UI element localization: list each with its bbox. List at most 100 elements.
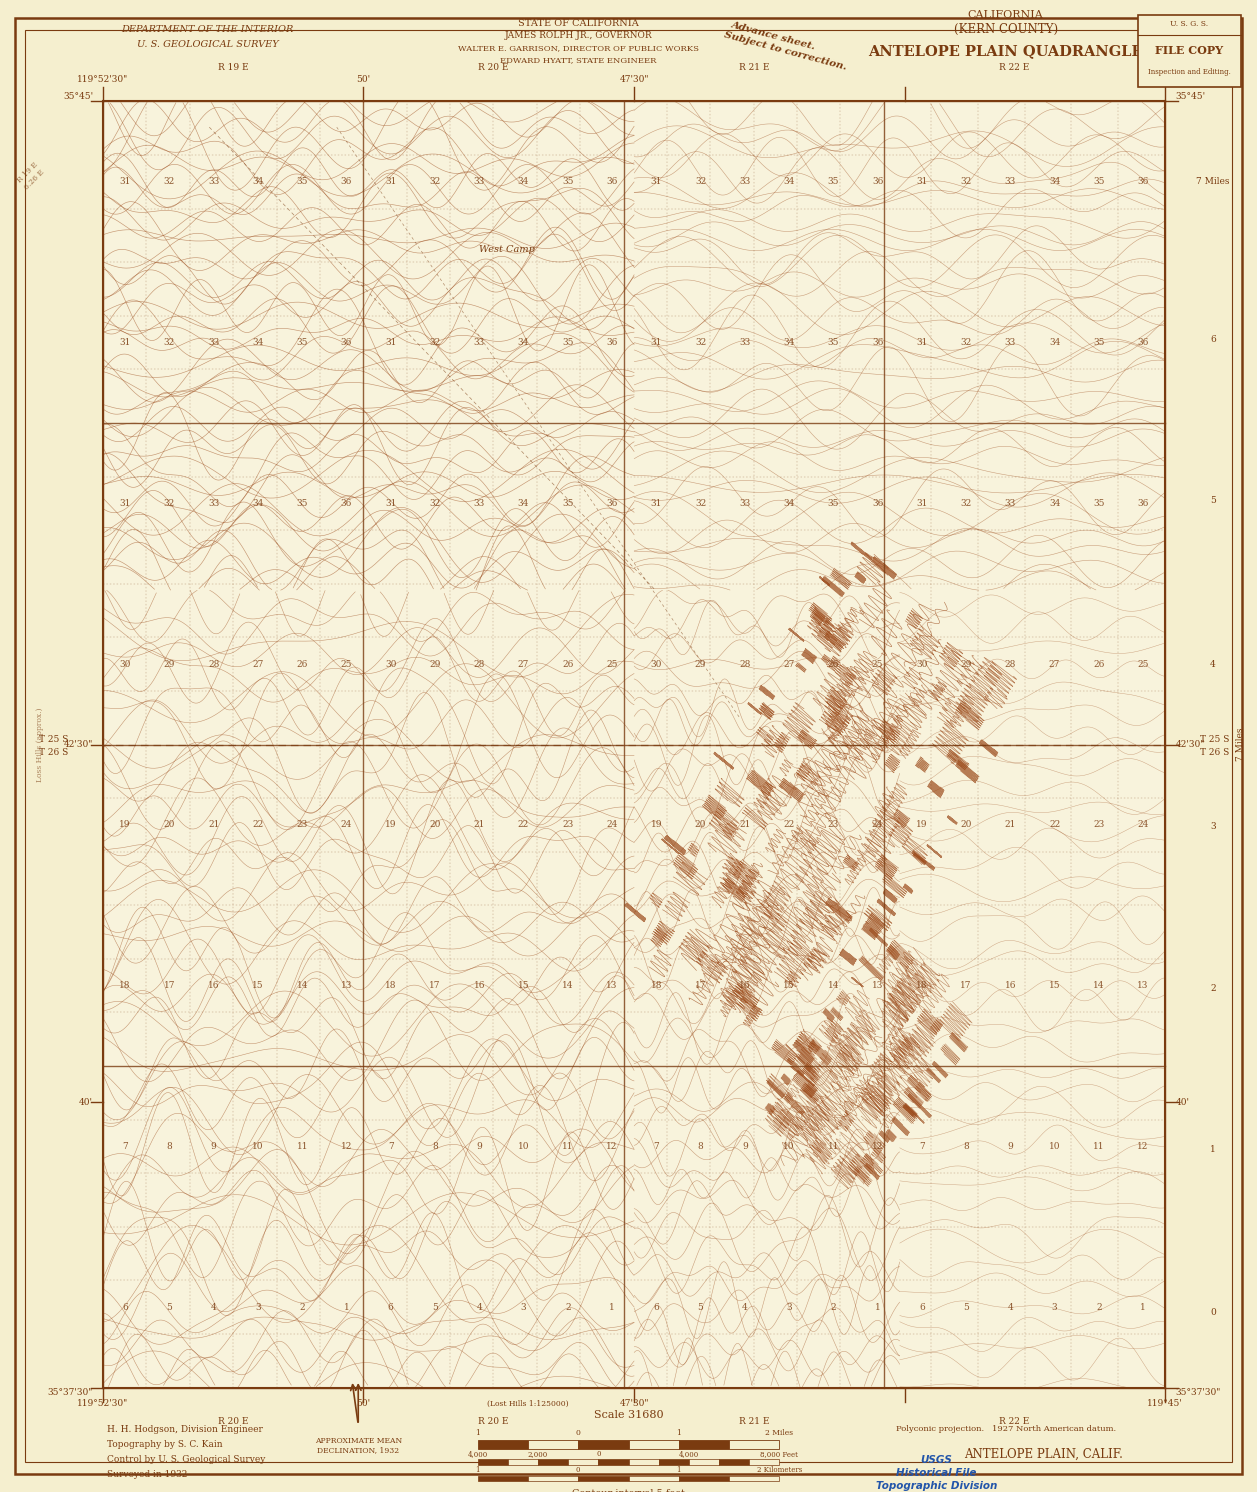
Text: 3: 3 [1210, 822, 1216, 831]
Text: 9: 9 [742, 1141, 748, 1150]
Text: 36: 36 [1138, 178, 1149, 186]
Text: 33: 33 [1004, 498, 1016, 507]
Text: 119°52'30": 119°52'30" [78, 1399, 128, 1408]
Text: 4: 4 [476, 1303, 483, 1311]
Text: 31: 31 [916, 178, 928, 186]
Text: 34: 34 [1048, 498, 1061, 507]
Text: 35°45': 35°45' [63, 93, 93, 101]
Text: 35: 35 [562, 339, 573, 348]
Text: (Lost Hills 1:125000): (Lost Hills 1:125000) [488, 1399, 568, 1407]
Text: R 21 E: R 21 E [739, 1417, 769, 1426]
Text: WALTER E. GARRISON, DIRECTOR OF PUBLIC WORKS: WALTER E. GARRISON, DIRECTOR OF PUBLIC W… [458, 43, 699, 52]
Text: 4: 4 [211, 1303, 216, 1311]
Text: 11: 11 [297, 1141, 308, 1150]
Text: STATE OF CALIFORNIA: STATE OF CALIFORNIA [518, 19, 639, 28]
Text: 2: 2 [564, 1303, 571, 1311]
Text: Polyconic projection.   1927 North American datum.: Polyconic projection. 1927 North America… [895, 1425, 1116, 1434]
Text: 17: 17 [163, 982, 175, 991]
Text: 17: 17 [695, 982, 706, 991]
Text: ANTELOPE PLAIN QUADRANGLE: ANTELOPE PLAIN QUADRANGLE [869, 43, 1143, 58]
Text: 33: 33 [739, 498, 750, 507]
Text: 11: 11 [1094, 1141, 1105, 1150]
Text: 35: 35 [297, 178, 308, 186]
Text: 31: 31 [385, 339, 396, 348]
Text: 4: 4 [742, 1303, 748, 1311]
Text: 16: 16 [739, 982, 750, 991]
Text: 119°45': 119°45' [1148, 75, 1183, 84]
Text: 50': 50' [356, 1399, 371, 1408]
Text: 34: 34 [1048, 178, 1061, 186]
Text: 35: 35 [827, 498, 840, 507]
Bar [578, 1440, 628, 1449]
Text: 14: 14 [562, 982, 573, 991]
Text: 17: 17 [429, 982, 441, 991]
Text: 32: 32 [695, 339, 706, 348]
Bar [528, 1476, 578, 1482]
Text: 13: 13 [872, 982, 884, 991]
Text: 34: 34 [253, 498, 264, 507]
Text: 18: 18 [916, 982, 928, 991]
Text: 47'30": 47'30" [620, 75, 649, 84]
Text: 33: 33 [474, 498, 485, 507]
Text: 21: 21 [207, 821, 220, 830]
Bar [568, 1459, 598, 1465]
Text: 31: 31 [385, 498, 396, 507]
Text: 30: 30 [916, 659, 928, 668]
Text: 7: 7 [388, 1141, 393, 1150]
Text: 21: 21 [739, 821, 750, 830]
Text: 15: 15 [783, 982, 794, 991]
Bar [659, 1459, 689, 1465]
Text: 35: 35 [827, 339, 840, 348]
Text: Control by U. S. Geological Survey: Control by U. S. Geological Survey [107, 1455, 265, 1464]
Text: R 19 E
6.26 E: R 19 E 6.26 E [16, 161, 47, 191]
Text: 35°45': 35°45' [1175, 93, 1205, 101]
Text: 34: 34 [253, 178, 264, 186]
Text: H. H. Hodgson, Division Engineer: H. H. Hodgson, Division Engineer [107, 1425, 263, 1434]
Text: 20: 20 [960, 821, 972, 830]
Text: 8: 8 [963, 1141, 969, 1150]
Text: 32: 32 [430, 178, 441, 186]
Text: 0: 0 [596, 1450, 601, 1458]
Text: 20: 20 [695, 821, 706, 830]
Text: 31: 31 [651, 498, 662, 507]
Text: 35: 35 [297, 498, 308, 507]
Text: 31: 31 [651, 178, 662, 186]
Text: 36: 36 [872, 339, 884, 348]
Text: 18: 18 [385, 982, 396, 991]
Text: 35: 35 [562, 178, 573, 186]
Text: 33: 33 [739, 178, 750, 186]
Text: 28: 28 [474, 659, 485, 668]
Text: R 19 E: R 19 E [219, 63, 249, 72]
Text: 1: 1 [343, 1303, 349, 1311]
Text: 35: 35 [562, 498, 573, 507]
Text: 8: 8 [167, 1141, 172, 1150]
Text: 42'30": 42'30" [64, 740, 93, 749]
Text: 16: 16 [474, 982, 485, 991]
Text: T 25 S: T 25 S [39, 736, 68, 745]
Text: 5: 5 [432, 1303, 437, 1311]
Text: 25: 25 [606, 659, 617, 668]
Text: 119°52'30": 119°52'30" [78, 75, 128, 84]
Text: 36: 36 [606, 178, 617, 186]
Text: U. S. GEOLOGICAL SURVEY: U. S. GEOLOGICAL SURVEY [137, 40, 278, 49]
Text: EDWARD HYATT, STATE ENGINEER: EDWARD HYATT, STATE ENGINEER [500, 55, 656, 64]
Text: 36: 36 [1138, 498, 1149, 507]
Text: Advance sheet.: Advance sheet. [730, 21, 816, 51]
Bar [103, 101, 1165, 1388]
Text: 6: 6 [919, 1303, 925, 1311]
Text: 7 Miles: 7 Miles [1197, 176, 1229, 185]
Bar [628, 1459, 659, 1465]
Text: 23: 23 [827, 821, 838, 830]
Text: 36: 36 [606, 498, 617, 507]
Text: 0: 0 [576, 1467, 581, 1474]
Text: 2 Miles: 2 Miles [766, 1429, 793, 1437]
Text: 35°37'30": 35°37'30" [48, 1388, 93, 1397]
Text: JAMES ROLPH JR., GOVERNOR: JAMES ROLPH JR., GOVERNOR [504, 31, 652, 40]
Text: 12: 12 [341, 1141, 352, 1150]
Text: Topography by S. C. Kain: Topography by S. C. Kain [107, 1440, 222, 1449]
Text: 5: 5 [963, 1303, 969, 1311]
Text: 19: 19 [385, 821, 396, 830]
Text: 27: 27 [1048, 659, 1061, 668]
Text: 22: 22 [253, 821, 264, 830]
Text: 30: 30 [651, 659, 662, 668]
